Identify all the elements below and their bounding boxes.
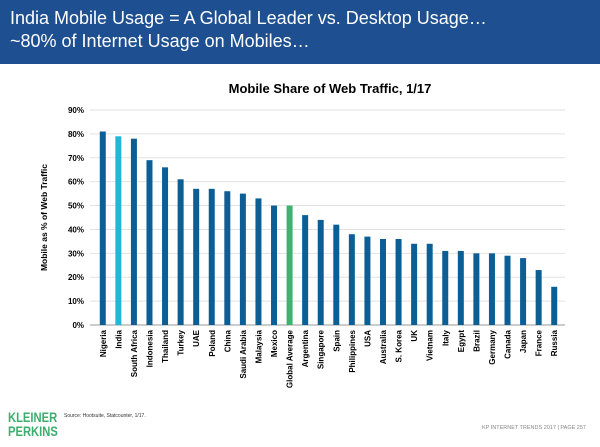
x-tick-label: Turkey	[177, 329, 186, 355]
x-tick-label: Japan	[519, 330, 528, 353]
bar-south-africa	[130, 138, 137, 325]
y-tick-label: 60%	[68, 178, 84, 187]
bar-china	[224, 191, 231, 325]
y-tick-label: 30%	[68, 249, 84, 258]
bar-nigeria	[99, 131, 106, 325]
x-tick-label: Global Average	[286, 329, 295, 388]
bar-france	[535, 270, 542, 325]
x-tick-label: Singapore	[317, 329, 326, 369]
x-tick-label: UAE	[192, 329, 201, 347]
bar-brazil	[473, 253, 480, 325]
bar-uae	[193, 188, 200, 325]
bar-singapore	[317, 219, 324, 325]
x-tick-label: South Africa	[130, 329, 139, 377]
x-tick-label: Vietnam	[426, 330, 435, 361]
bar-mexico	[271, 205, 278, 325]
bar-usa	[364, 236, 371, 325]
x-tick-label: France	[535, 329, 544, 356]
x-tick-label: Poland	[208, 330, 217, 357]
bar-malaysia	[255, 198, 262, 325]
bar-japan	[520, 258, 527, 325]
x-tick-label: Spain	[332, 330, 341, 352]
y-tick-label: 70%	[68, 154, 84, 163]
bar-vietnam	[426, 243, 433, 325]
bar-russia	[551, 286, 558, 325]
bar-philippines	[348, 234, 355, 325]
bar-global-average	[286, 205, 293, 325]
bar-australia	[379, 239, 386, 325]
x-tick-label: Thailand	[161, 330, 170, 363]
y-tick-label: 80%	[68, 130, 84, 139]
x-tick-label: Saudi Arabia	[239, 329, 248, 378]
x-tick-label: China	[223, 329, 232, 352]
bar-spain	[333, 224, 340, 325]
x-tick-label: India	[114, 329, 123, 348]
bar-turkey	[177, 179, 184, 325]
y-tick-label: 20%	[68, 273, 84, 282]
bar-canada	[504, 255, 511, 325]
x-tick-label: Indonesia	[145, 329, 154, 367]
x-tick-label: USA	[363, 330, 372, 347]
bar-argentina	[302, 215, 309, 325]
bar-chart: Mobile Share of Web Traffic, 1/17 Mobile …	[39, 81, 565, 388]
bar-indonesia	[146, 160, 153, 325]
slide-title: India Mobile Usage = A Global Leader vs.…	[10, 8, 487, 28]
chart-title: Mobile Share of Web Traffic, 1/17	[229, 81, 432, 96]
bar-saudi-arabia	[239, 193, 246, 325]
x-tick-label: Nigeria	[99, 329, 108, 357]
x-tick-label: Egypt	[457, 330, 466, 353]
slide-subtitle: ~80% of Internet Usage on Mobiles…	[10, 31, 310, 51]
bar-germany	[488, 253, 495, 325]
bar-uk	[411, 243, 418, 325]
y-tick-label: 50%	[68, 202, 84, 211]
x-tick-label: S. Korea	[395, 329, 404, 362]
slide-header: India Mobile Usage = A Global Leader vs.…	[0, 0, 600, 64]
x-tick-label: Australia	[379, 329, 388, 364]
bar-s-korea	[395, 239, 402, 325]
y-tick-label: 0%	[72, 321, 84, 330]
x-tick-label: UK	[410, 330, 419, 342]
kleiner-perkins-logo: KLEINER PERKINS	[8, 409, 58, 439]
x-tick-label: Russia	[550, 329, 559, 356]
x-tick-label: Philippines	[348, 329, 357, 372]
y-tick-label: 90%	[68, 106, 84, 115]
bar-italy	[442, 250, 449, 325]
x-tick-label: Italy	[441, 329, 450, 346]
y-tick-label: 10%	[68, 297, 84, 306]
source-note: Source: Hootsuite, Statcounter, 1/17.	[64, 413, 146, 419]
x-tick-label: Canada	[504, 329, 513, 358]
bar-india	[115, 136, 122, 325]
x-tick-label: Mexico	[270, 330, 279, 357]
y-tick-label: 40%	[68, 225, 84, 234]
bar-thailand	[162, 167, 169, 325]
x-tick-label: Malaysia	[254, 329, 263, 363]
bar-egypt	[457, 250, 464, 325]
y-axis-label: Mobile as % of Web Traffic	[39, 164, 49, 271]
page-footer: KP INTERNET TRENDS 2017 | PAGE 257	[481, 425, 586, 431]
x-tick-label: Brazil	[472, 330, 481, 352]
x-tick-label: Germany	[488, 329, 497, 364]
bar-poland	[208, 188, 215, 325]
x-tick-label: Argentina	[301, 329, 310, 367]
